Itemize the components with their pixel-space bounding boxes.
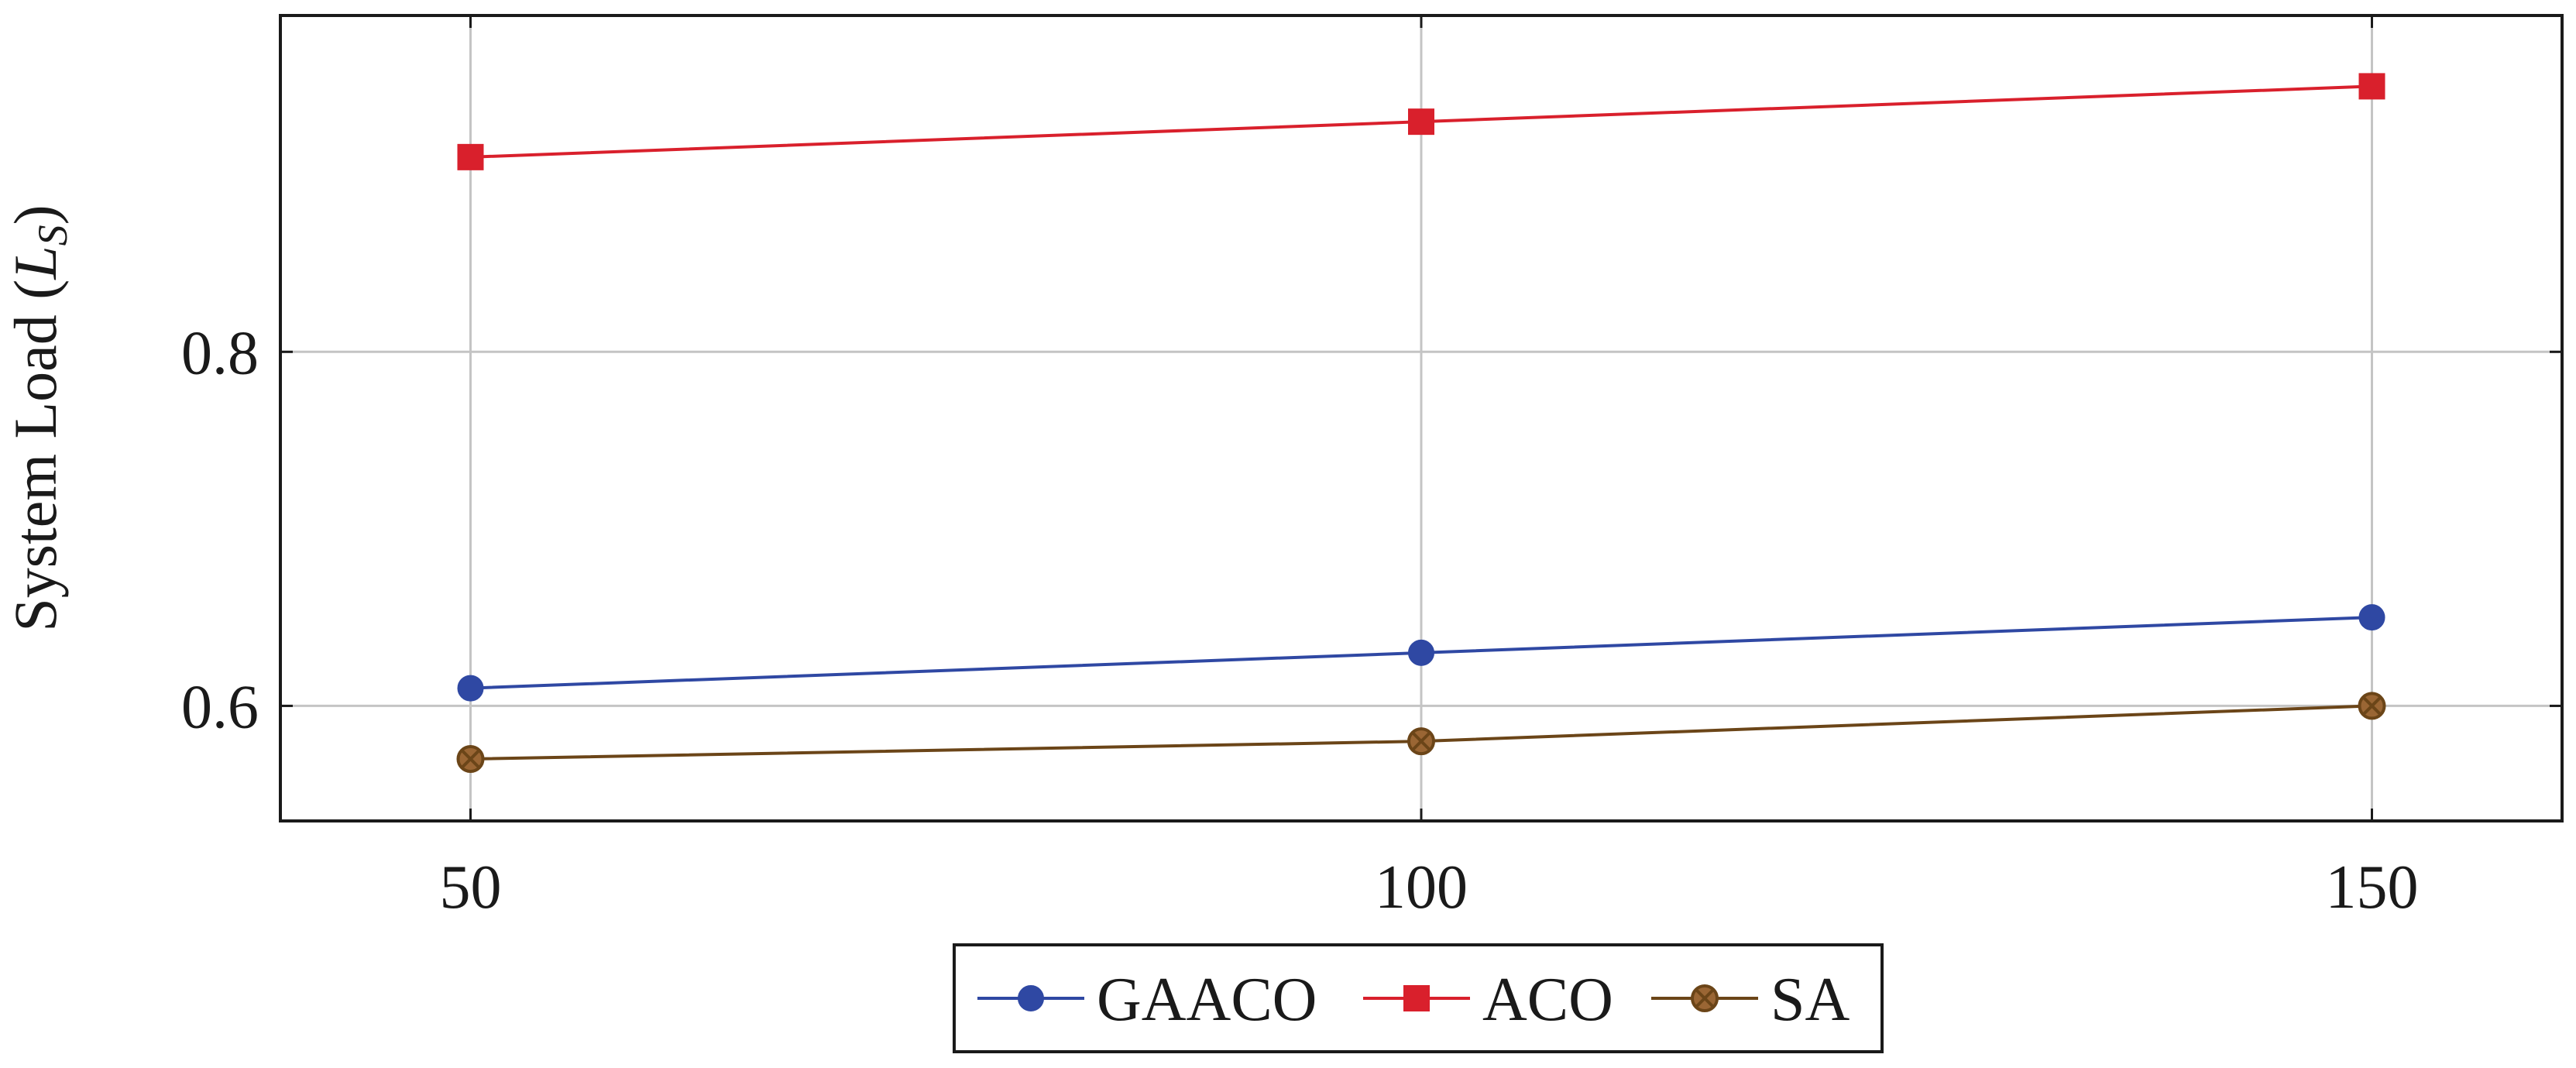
axis-ticks: 50 100 150 0.6 0.8 [181,15,2562,922]
grid-lines [280,15,2562,821]
x-tick-label: 50 [440,853,502,922]
y-axis-title-subscript: S [29,225,76,246]
legend-marker-square [1403,985,1430,1011]
y-axis-title: System Load (LS) [2,204,76,631]
series-gaaco-point [1408,639,1434,666]
point-marker-cross-b [1411,731,1431,751]
x-tick-label: 100 [1375,853,1468,922]
series-sa [456,692,2386,773]
point-marker-cross-b [2362,696,2382,716]
legend-marker [1403,985,1430,1011]
series-aco [457,73,2385,170]
x-tick-label: 150 [2326,853,2419,922]
series-aco-point [457,143,484,170]
series-gaaco-point [2358,604,2385,631]
legend: GAACO ACO SA [953,943,1884,1053]
legend-label: GAACO [1097,966,1317,1034]
point-marker-circle [2358,604,2385,631]
legend-marker-circle [1018,985,1044,1011]
y-axis-title-text: System Load ( [2,280,69,632]
legend-label: ACO [1482,966,1613,1034]
point-marker-square [1408,108,1434,136]
series-sa-point [456,745,485,773]
legend-marker [1018,985,1044,1011]
point-marker-square [2358,73,2385,100]
legend-marker-cross-b [1695,988,1715,1008]
legend-item-gaaco: GAACO [977,966,1317,1034]
y-axis-title-symbol: L [2,246,69,280]
point-marker-circle [1408,639,1434,666]
legend-item-sa: SA [1651,966,1850,1034]
series-gaaco-point [457,675,484,702]
y-axis-title-close: ) [2,204,69,225]
series-layer [456,73,2386,773]
series-sa-point [1407,727,1435,756]
legend-marker [1691,984,1719,1012]
series-aco-point [1408,108,1434,136]
legend-item-aco: ACO [1363,966,1613,1034]
series-sa-point [2358,692,2386,720]
series-gaaco [457,604,2385,702]
y-tick-label: 0.6 [181,673,259,741]
series-aco-point [2358,73,2385,100]
point-marker-square [457,143,484,170]
point-marker-circle [457,675,484,702]
legend-label: SA [1771,966,1850,1034]
y-tick-label: 0.8 [181,319,259,387]
point-marker-cross-b [461,749,480,769]
legend-items: GAACO ACO SA [977,966,1850,1034]
